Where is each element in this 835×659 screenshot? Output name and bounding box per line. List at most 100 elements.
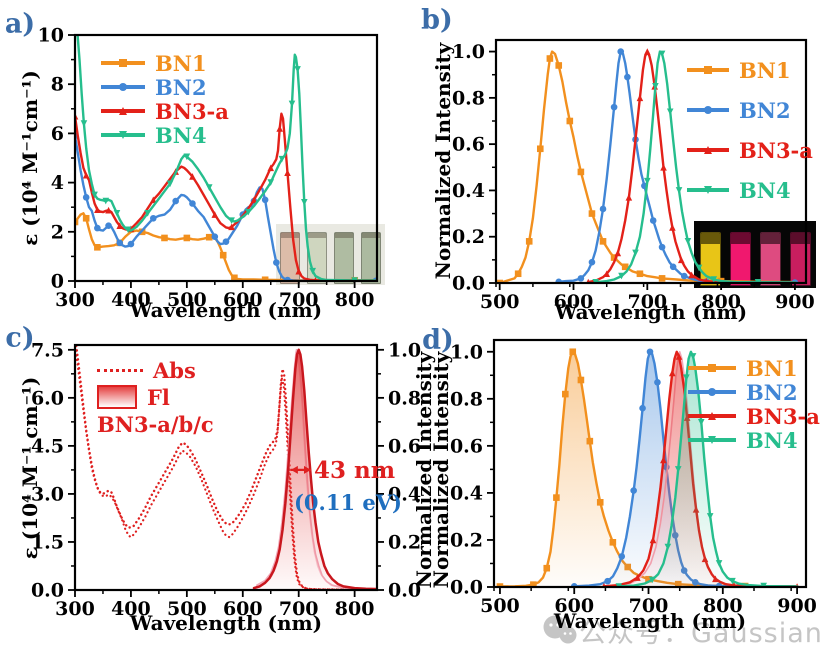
- circle-marker: [704, 106, 712, 114]
- svg-text:0.4: 0.4: [452, 180, 485, 202]
- svg-text:0.0: 0.0: [452, 273, 485, 295]
- legend-item-bn3a: BN3-a: [687, 130, 813, 170]
- cuvette-cap: [700, 233, 720, 244]
- svg-text:0: 0: [51, 271, 64, 293]
- svg-text:0.0: 0.0: [31, 580, 64, 602]
- triangle-down-marker: [708, 436, 716, 444]
- legend-label: BN4: [739, 177, 791, 203]
- svg-text:700: 700: [629, 595, 669, 617]
- cuvette: [759, 232, 781, 286]
- legend-label: BN3-a: [739, 137, 813, 163]
- cuvette-cap: [335, 233, 353, 238]
- legend-line-marker: [687, 146, 729, 154]
- legend-line-marker: [101, 107, 145, 115]
- svg-text:800: 800: [703, 595, 743, 617]
- legend-line-marker: [688, 436, 736, 444]
- svg-text:1.0: 1.0: [388, 339, 421, 361]
- legend-item-bn4: BN4: [688, 428, 820, 453]
- watermark-text: 公众号：Gaussian: [579, 618, 823, 649]
- svg-text:0.2: 0.2: [452, 226, 485, 248]
- fwhm-annotation: 43 nm: [314, 457, 396, 484]
- panel-label-b: b): [421, 4, 453, 36]
- watermark: 公众号：Gaussian: [541, 611, 823, 650]
- legend-item-bn4: BN4: [687, 170, 813, 210]
- legend-label: BN4: [155, 122, 207, 148]
- panel-b-xaxis-title: Wavelength (nm): [554, 300, 748, 324]
- legend-label: BN2: [739, 97, 791, 123]
- svg-text:1.0: 1.0: [452, 41, 485, 63]
- circle-marker: [119, 83, 127, 91]
- svg-text:0.6: 0.6: [450, 435, 483, 457]
- svg-text:10: 10: [38, 25, 64, 47]
- panel-c-yaxis-title: ε (10⁴ M⁻¹ cm⁻¹): [18, 376, 42, 560]
- cuvette: [334, 232, 354, 284]
- svg-text:700: 700: [627, 291, 667, 313]
- cuvette: [729, 232, 751, 286]
- cuvette-cap: [308, 233, 326, 238]
- legend-item-bn4: BN4: [101, 122, 229, 148]
- legend-line-marker: [688, 364, 736, 372]
- panel-b-yaxis-title: Normalized Intensity: [431, 42, 455, 280]
- svg-text:1.0: 1.0: [450, 341, 483, 363]
- legend-item-bn2: BN2: [101, 75, 229, 100]
- legend-item-bn2: BN2: [688, 379, 820, 405]
- legend-label: BN1: [746, 355, 798, 381]
- triangle-up-marker: [708, 412, 716, 420]
- legend-item-fl: Fl: [97, 383, 214, 411]
- svg-text:6.0: 6.0: [31, 387, 64, 409]
- cuvette-cap: [790, 233, 810, 244]
- svg-text:600: 600: [554, 291, 594, 313]
- svg-text:4: 4: [51, 172, 64, 194]
- legend-item-bn1: BN1: [101, 50, 229, 76]
- svg-text:800: 800: [335, 598, 375, 620]
- square-marker: [704, 66, 712, 74]
- svg-text:0.2: 0.2: [450, 529, 483, 551]
- svg-text:0.8: 0.8: [388, 387, 421, 409]
- svg-text:0.6: 0.6: [388, 435, 421, 457]
- legend-label: Abs: [153, 357, 196, 383]
- svg-text:4.5: 4.5: [31, 435, 64, 457]
- triangle-up-marker: [119, 107, 127, 115]
- svg-text:400: 400: [111, 598, 151, 620]
- cuvette-cap: [362, 233, 380, 238]
- panel-label-d: d): [422, 324, 454, 356]
- legend-item-bn2: BN2: [687, 90, 813, 130]
- svg-text:300: 300: [55, 289, 95, 311]
- legend-line-marker: [688, 412, 736, 420]
- svg-text:800: 800: [701, 291, 741, 313]
- panel-a-xaxis-title: Wavelength (nm): [129, 298, 323, 322]
- legend-line-marker: [687, 186, 729, 194]
- svg-text:500: 500: [480, 595, 520, 617]
- svg-text:700: 700: [279, 289, 319, 311]
- svg-text:0.4: 0.4: [450, 482, 483, 504]
- legend-item-bn1: BN1: [688, 355, 820, 381]
- legend-item-bn3a: BN3-a: [688, 404, 820, 429]
- svg-text:300: 300: [55, 598, 95, 620]
- svg-text:0.4: 0.4: [388, 483, 421, 505]
- legend-gradient-swatch: [97, 385, 137, 409]
- legend-label: BN2: [746, 379, 798, 405]
- cuvette-cap: [281, 233, 299, 238]
- svg-text:3.0: 3.0: [31, 483, 64, 505]
- svg-text:700: 700: [279, 598, 319, 620]
- panel-d-yaxis-title: Normalized Intensity: [429, 351, 453, 589]
- legend-line-marker: [101, 131, 145, 139]
- panel-label-c: c): [5, 322, 35, 354]
- svg-text:900: 900: [775, 291, 815, 313]
- triangle-up-marker: [704, 146, 712, 154]
- svg-text:2: 2: [51, 221, 64, 243]
- panel-label-a: a): [4, 8, 36, 40]
- square-marker: [708, 364, 716, 372]
- legend-line-marker: [101, 83, 145, 91]
- legend-label: BN3-a: [155, 98, 229, 124]
- wechat-bubbles-icon: [543, 615, 577, 643]
- legend-item-bn3a: BN3-a: [101, 98, 229, 124]
- svg-text:400: 400: [111, 289, 151, 311]
- svg-text:500: 500: [480, 291, 520, 313]
- cuvette: [699, 232, 721, 286]
- legend-line-marker: [687, 66, 729, 74]
- legend-label: BN1: [155, 50, 207, 76]
- circle-marker: [708, 388, 716, 396]
